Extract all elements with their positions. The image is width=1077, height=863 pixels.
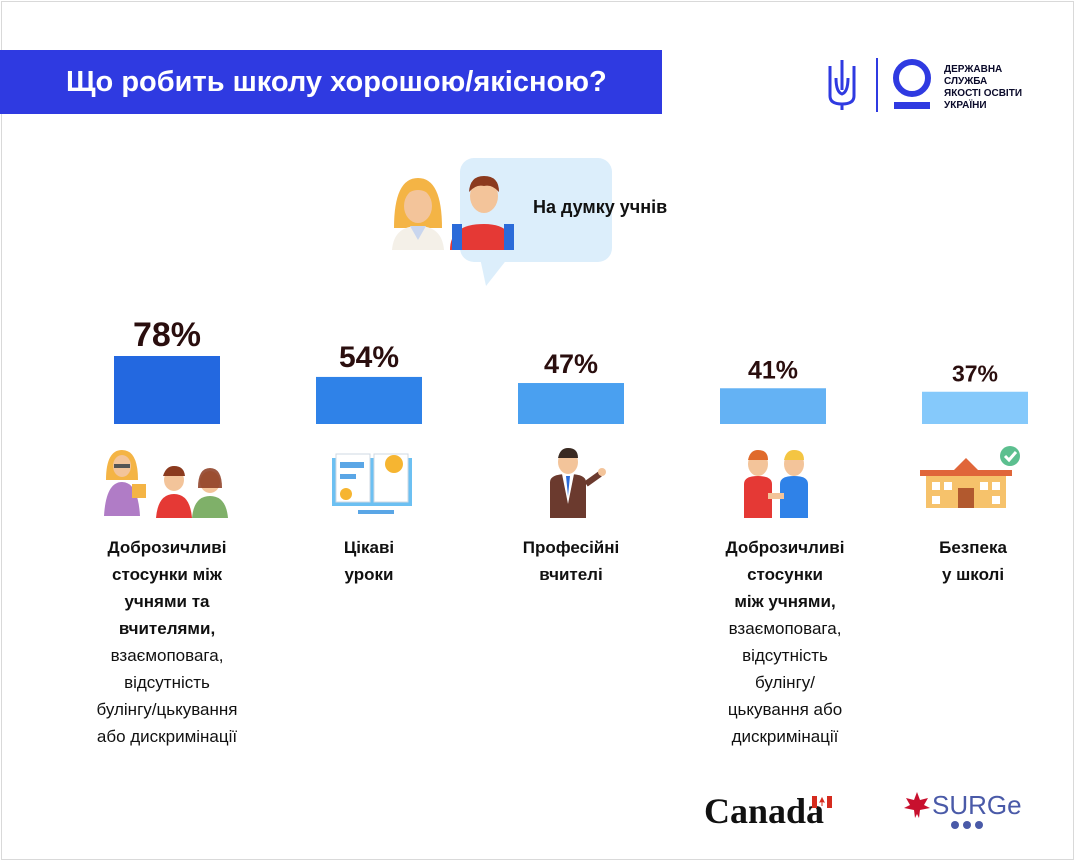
label-detail-line: взаємоповага, xyxy=(728,619,842,638)
data-label: 37% xyxy=(952,361,998,387)
bar-chart: 78% 54% 47% 41% 37% xyxy=(114,316,1028,424)
label-title-line: стосунки між xyxy=(112,565,222,584)
label-title-line: у школі xyxy=(941,565,1005,584)
org-name-line: ЯКОСТІ ОСВІТИ xyxy=(944,88,1023,99)
label-title-line: Професійні xyxy=(522,538,620,557)
label-detail-line: відсутність xyxy=(124,673,210,692)
label-title-line: між учнями, xyxy=(734,592,836,611)
label-detail-line: дискримінації xyxy=(731,727,839,746)
bar xyxy=(316,376,422,424)
data-label: 47% xyxy=(544,349,598,379)
data-label: 54% xyxy=(339,341,399,374)
label-title-line: Доброзичливі xyxy=(107,538,227,557)
category-label-5: Безпека у школі xyxy=(878,534,1068,588)
surge-logo: SURGe xyxy=(902,788,1032,830)
label-title-line: вчителі xyxy=(539,565,603,584)
label-title-line: Цікаві xyxy=(343,538,395,557)
canada-wordmark: Canada xyxy=(704,791,825,831)
trident-icon xyxy=(828,60,856,110)
label-title-line: Доброзичливі xyxy=(725,538,845,557)
label-title-line: стосунки xyxy=(747,565,823,584)
bar xyxy=(114,356,220,424)
book-icon xyxy=(332,453,412,514)
label-detail-line: відсутність xyxy=(742,646,828,665)
label-title-line: вчителями, xyxy=(118,619,216,638)
label-detail-line: або дискримінації xyxy=(96,727,238,746)
data-label: 41% xyxy=(748,356,798,384)
category-label-3: Професійні вчителі xyxy=(476,534,666,588)
sqe-emblem-icon xyxy=(893,59,931,109)
students-avatar-icon xyxy=(392,176,514,250)
label-detail-line: взаємоповага, xyxy=(110,646,224,665)
handshake-students-icon xyxy=(744,450,808,518)
school-building-icon xyxy=(920,446,1020,508)
teacher-icon xyxy=(550,448,606,518)
org-name-line: СЛУЖБА xyxy=(944,76,988,87)
category-label-2: Цікаві уроки xyxy=(274,534,464,588)
sqe-logo: ДЕРЖАВНА СЛУЖБА ЯКОСТІ ОСВІТИ УКРАЇНИ xyxy=(824,56,1064,116)
org-name-line: ДЕРЖАВНА xyxy=(944,64,1003,75)
bar xyxy=(922,391,1028,424)
org-name: ДЕРЖАВНА СЛУЖБА ЯКОСТІ ОСВІТИ УКРАЇНИ xyxy=(944,64,1064,112)
data-label: 78% xyxy=(133,316,201,354)
bubble-label: На думку учнів xyxy=(533,197,668,217)
maple-leaf-icon xyxy=(904,792,930,818)
org-name-line: УКРАЇНИ xyxy=(944,100,987,111)
bar xyxy=(720,388,826,424)
teacher-students-icon xyxy=(104,450,228,518)
bar xyxy=(518,383,624,424)
label-title-line: Безпека xyxy=(939,538,1007,557)
category-label-4: Доброзичливі стосунки між учнями, взаємо… xyxy=(690,534,880,750)
logo-divider xyxy=(876,58,878,112)
label-detail-line: цькування або xyxy=(727,700,843,719)
page-title: Що робить школу хорошою/якісною? xyxy=(0,50,662,114)
canada-flag-icon xyxy=(812,796,832,808)
label-title-line: учнями та xyxy=(124,592,210,611)
label-title-line: уроки xyxy=(344,565,394,584)
label-detail-line: булінгу/цькування xyxy=(96,700,238,719)
category-label-1: Доброзичливі стосунки між учнями та вчит… xyxy=(72,534,262,750)
surge-dots-icon xyxy=(951,821,983,829)
label-detail-line: булінгу/ xyxy=(755,673,815,692)
surge-wordmark: SURGe xyxy=(932,790,1022,820)
